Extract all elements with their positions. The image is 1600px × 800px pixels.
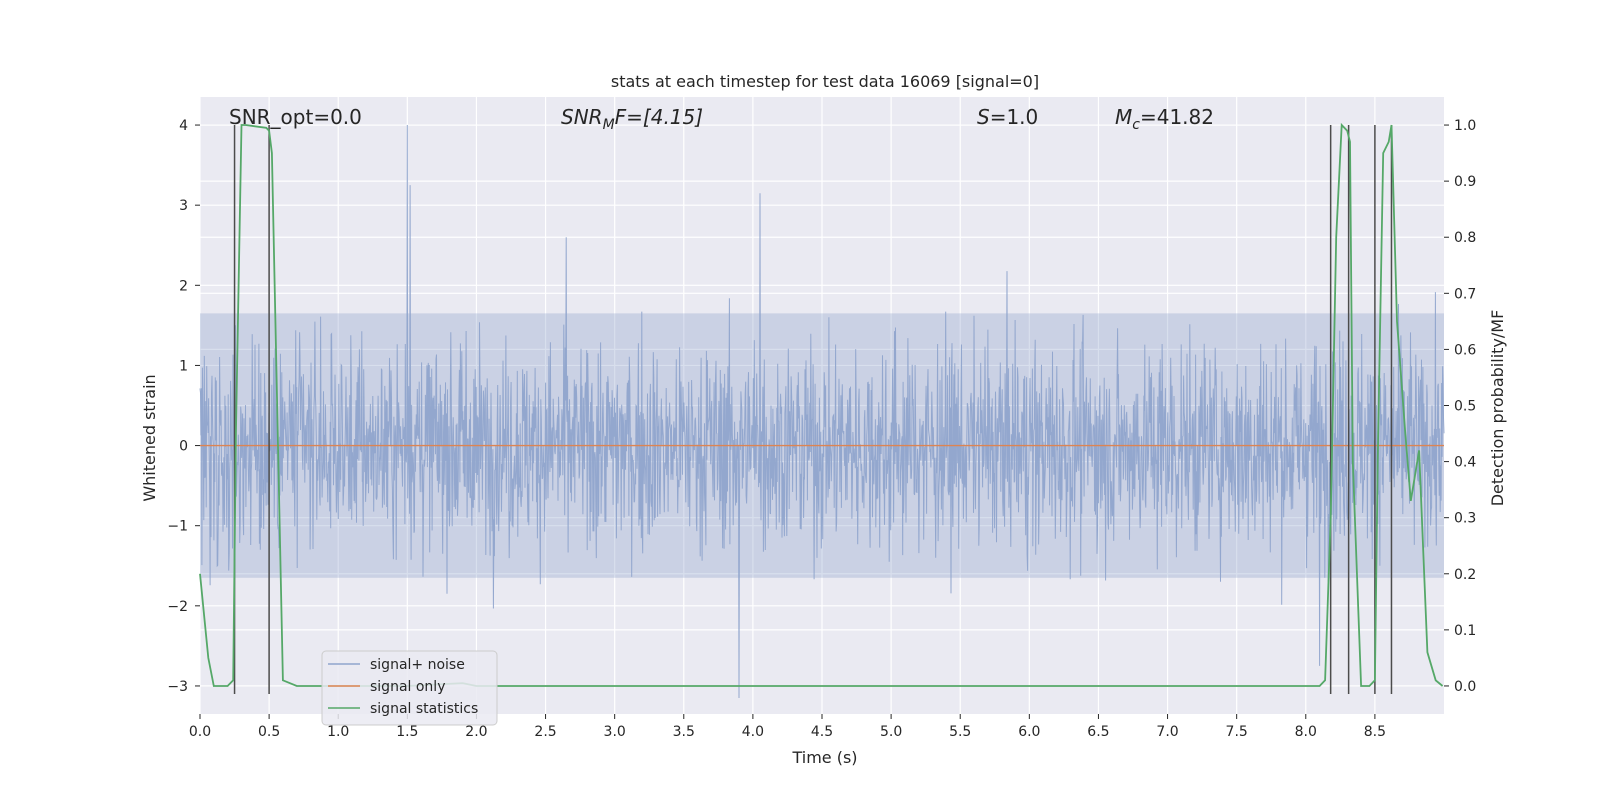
mc-annotation: Mc=41.82: [1115, 105, 1214, 133]
left-y-tick-label: 4: [179, 118, 188, 134]
mc-rest: =41.82: [1140, 105, 1214, 129]
left-y-tick-label: 0: [179, 439, 188, 455]
left-y-tick-label: 3: [179, 198, 188, 214]
left-y-tick-label: 2: [179, 278, 188, 294]
left-y-axis-ticks: 4 3 2 1 0 −1 −2 −3: [167, 118, 200, 695]
x-tick-label: 2.0: [465, 724, 487, 740]
signal-statistics-series: [199, 122, 1444, 687]
x-axis-label: Time (s): [791, 748, 857, 767]
x-tick-label: 4.0: [742, 724, 764, 740]
x-tick-label: 8.0: [1295, 724, 1317, 740]
x-tick-label: 3.5: [673, 724, 695, 740]
left-y-tick-label: −1: [167, 519, 188, 535]
right-y-tick-label: 0.5: [1454, 399, 1476, 415]
legend-label-signal-statistics: signal statistics: [370, 701, 478, 717]
x-tick-label: 3.0: [604, 724, 626, 740]
snr-mf-annotation: SNRMF=[4.15]: [561, 105, 703, 133]
x-tick-label: 8.5: [1364, 724, 1386, 740]
right-y-tick-label: 0.0: [1454, 679, 1476, 695]
x-tick-label: 5.5: [949, 724, 971, 740]
chart-title: stats at each timestep for test data 160…: [611, 72, 1039, 91]
right-y-tick-label: 0.9: [1454, 174, 1476, 190]
annotations: SNR_opt=0.0 SNRMF=[4.15] S=1.0 Mc=41.82: [229, 105, 1214, 133]
x-tick-label: 0.5: [258, 724, 280, 740]
x-tick-label: 5.0: [880, 724, 902, 740]
legend: signal+ noise signal only signal statist…: [321, 650, 498, 726]
x-tick-label: 4.5: [811, 724, 833, 740]
legend-box: [321, 650, 498, 726]
right-y-tick-label: 0.3: [1454, 511, 1476, 527]
left-y-tick-label: −2: [167, 599, 188, 615]
s-base: S: [977, 105, 990, 129]
right-y-axis-ticks: 1.0 0.9 0.8 0.7 0.6 0.5 0.4 0.3 0.2 0.1 0.0: [1444, 118, 1476, 695]
legend-label-signal-only: signal only: [370, 679, 445, 695]
right-y-tick-label: 0.8: [1454, 230, 1476, 246]
x-tick-label: 1.5: [396, 724, 418, 740]
left-y-tick-label: 1: [179, 358, 188, 374]
snr-mf-rest: F=[4.15]: [615, 105, 703, 129]
left-y-axis-label: Whitened strain: [140, 374, 159, 501]
right-y-tick-label: 0.6: [1454, 342, 1476, 358]
signal-plus-noise-line: [199, 124, 1445, 699]
x-tick-label: 2.5: [534, 724, 556, 740]
x-tick-label: 1.0: [327, 724, 349, 740]
right-y-axis-label: Detection probability/MF: [1488, 310, 1507, 507]
x-tick-label: 0.0: [189, 724, 211, 740]
right-y-tick-label: 1.0: [1454, 118, 1476, 134]
x-tick-label: 6.5: [1087, 724, 1109, 740]
right-y-tick-label: 0.2: [1454, 567, 1476, 583]
snr-mf-subscript: M: [603, 117, 615, 133]
mc-subscript: c: [1132, 117, 1140, 133]
signal-statistics-line: [199, 122, 1444, 687]
x-tick-label: 7.0: [1156, 724, 1178, 740]
s-rest: =1.0: [990, 105, 1039, 129]
right-y-tick-label: 0.4: [1454, 455, 1476, 471]
s-annotation: S=1.0: [977, 105, 1038, 129]
snr-opt-annotation: SNR_opt=0.0: [229, 105, 362, 129]
x-axis-ticks: 0.0 0.5 1.0 1.5 2.0 2.5 3.0 3.5 4.0 4.5 5.0 5.5 6.0 6…: [189, 714, 1386, 740]
right-y-tick-label: 0.7: [1454, 286, 1476, 302]
right-y-tick-label: 0.1: [1454, 623, 1476, 639]
snr-mf-base: SNR: [561, 105, 603, 129]
legend-label-signal-plus-noise: signal+ noise: [370, 657, 465, 673]
x-tick-label: 6.0: [1018, 724, 1040, 740]
x-tick-label: 7.5: [1226, 724, 1248, 740]
left-y-tick-label: −3: [167, 679, 188, 695]
mc-base: M: [1115, 105, 1132, 129]
